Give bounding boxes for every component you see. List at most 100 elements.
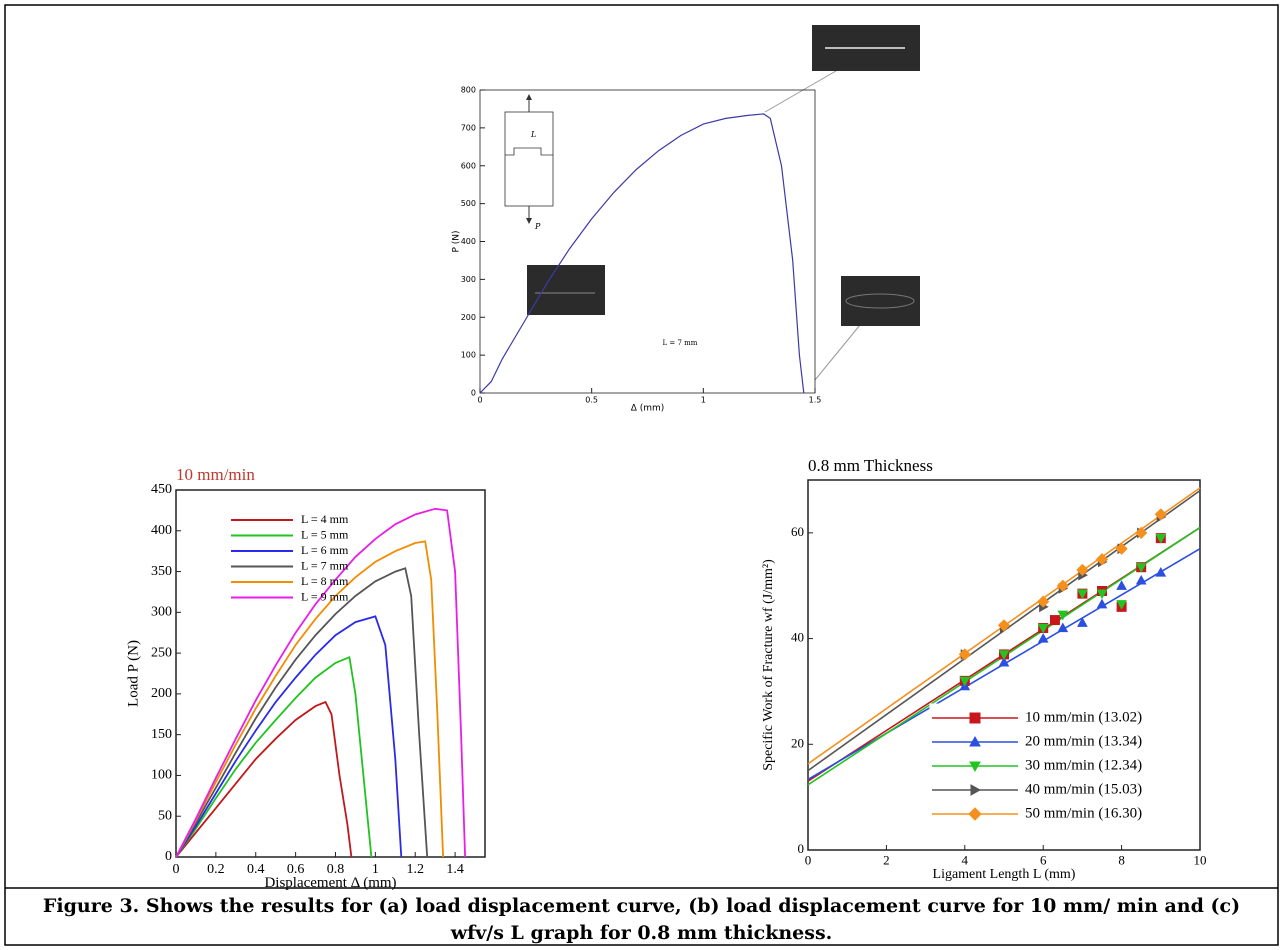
y-tick-label: 200 [151,686,172,701]
marker [1096,598,1108,609]
marker [998,650,1010,660]
marker [1076,563,1089,576]
y-tick-label: 0 [471,389,476,398]
data-line [175,615,403,858]
legend-label: L = 5 mm [301,527,349,541]
x-tick-label: 1.5 [809,396,822,405]
y-tick-label: 20 [791,735,804,750]
y-tick-label: 200 [461,313,476,322]
chart-title: 0.8 mm Thickness [808,456,933,475]
marker [1077,589,1088,600]
y-tick-label: 50 [158,808,172,823]
y-tick-label: 0 [798,841,805,856]
legend-label: L = 7 mm [301,558,349,572]
marker [958,648,971,661]
marker [1037,595,1050,608]
marker [1115,542,1128,555]
annotation: L = 7 mm [663,339,698,347]
x-tick-label: 0.5 [585,396,598,405]
marker [969,735,981,747]
data-line [175,540,444,858]
x-tick-label: 8 [1118,853,1125,868]
x-tick-label: 0.4 [247,862,265,877]
legend-label: L = 4 mm [301,512,349,526]
y-tick-label: 500 [461,199,476,208]
y-tick-label: 800 [461,86,476,95]
x-tick-label: 0 [805,853,812,868]
legend-label: L = 6 mm [301,543,349,557]
schematic-label: P [534,222,541,231]
x-tick-label: 4 [962,853,969,868]
marker [1154,508,1167,521]
marker [1057,610,1069,621]
data-line [175,567,429,858]
marker [969,761,981,773]
x-tick-label: 1.4 [446,862,464,877]
y-axis-label: Specific Work of Fracture wf (J/mm²) [761,559,776,771]
data-line [175,507,466,858]
y-axis-label: Load P (N) [125,640,141,707]
legend-label: 10 mm/min (13.02) [1025,709,1142,725]
y-tick-label: 100 [151,768,172,783]
x-tick-label: 1 [372,862,379,877]
marker [1096,589,1108,600]
y-tick-label: 150 [151,727,172,742]
legend-label: 30 mm/min (12.34) [1025,757,1142,773]
legend-label: 40 mm/min (15.03) [1025,781,1142,797]
data-line [479,113,805,394]
marker [1077,617,1088,627]
specimen-notch [505,147,553,156]
marker [1057,622,1069,633]
marker [1049,615,1060,626]
y-tick-label: 100 [461,351,476,360]
inset-connector [814,324,861,381]
figure-border [4,4,1279,946]
marker [1135,563,1147,573]
marker [970,784,982,796]
y-tick-label: 350 [151,564,172,579]
marker [1135,526,1148,539]
y-tick-label: 40 [791,630,804,645]
y-tick-label: 300 [151,605,172,620]
y-tick-label: 60 [791,524,804,539]
x-tick-label: 0 [477,396,482,405]
caption: Figure 3. Shows the results for (a) load… [42,895,1241,944]
marker [1135,574,1147,585]
y-tick-label: 700 [461,123,476,132]
x-tick-label: 6 [1040,853,1047,868]
marker [997,619,1011,632]
y-tick-label: 400 [151,523,172,538]
y-tick-label: 0 [165,849,172,864]
x-tick-label: 2 [883,853,890,868]
y-tick-label: 300 [461,275,476,284]
legend-label: L = 8 mm [301,574,349,588]
x-tick-label: 0.6 [287,862,305,877]
marker [998,656,1010,667]
marker [1116,600,1127,610]
plot-frame [175,489,486,858]
marker [1037,633,1049,643]
marker [969,712,981,724]
legend-label: L = 9 mm [301,589,349,603]
marker [1155,566,1167,577]
x-axis-label: Ligament Length L (mm) [933,867,1076,882]
marker [959,676,971,687]
inset-image [527,265,605,315]
x-axis-label: Displacement Δ (mm) [264,875,396,891]
y-tick-label: 450 [151,482,172,497]
y-tick-label: 250 [151,645,172,660]
x-tick-label: 1.2 [406,862,424,877]
inset-image [841,276,920,326]
marker [1056,579,1069,592]
schematic-label: L [530,130,536,139]
x-tick-label: 0.2 [207,862,225,877]
x-tick-label: 1 [701,396,706,405]
y-tick-label: 400 [461,237,476,246]
marker [1037,623,1049,634]
specimen-schematic [504,111,554,207]
chart-title: 10 mm/min [176,465,255,484]
inset-crack [845,293,915,309]
x-axis-label: Δ (mm) [631,404,665,414]
